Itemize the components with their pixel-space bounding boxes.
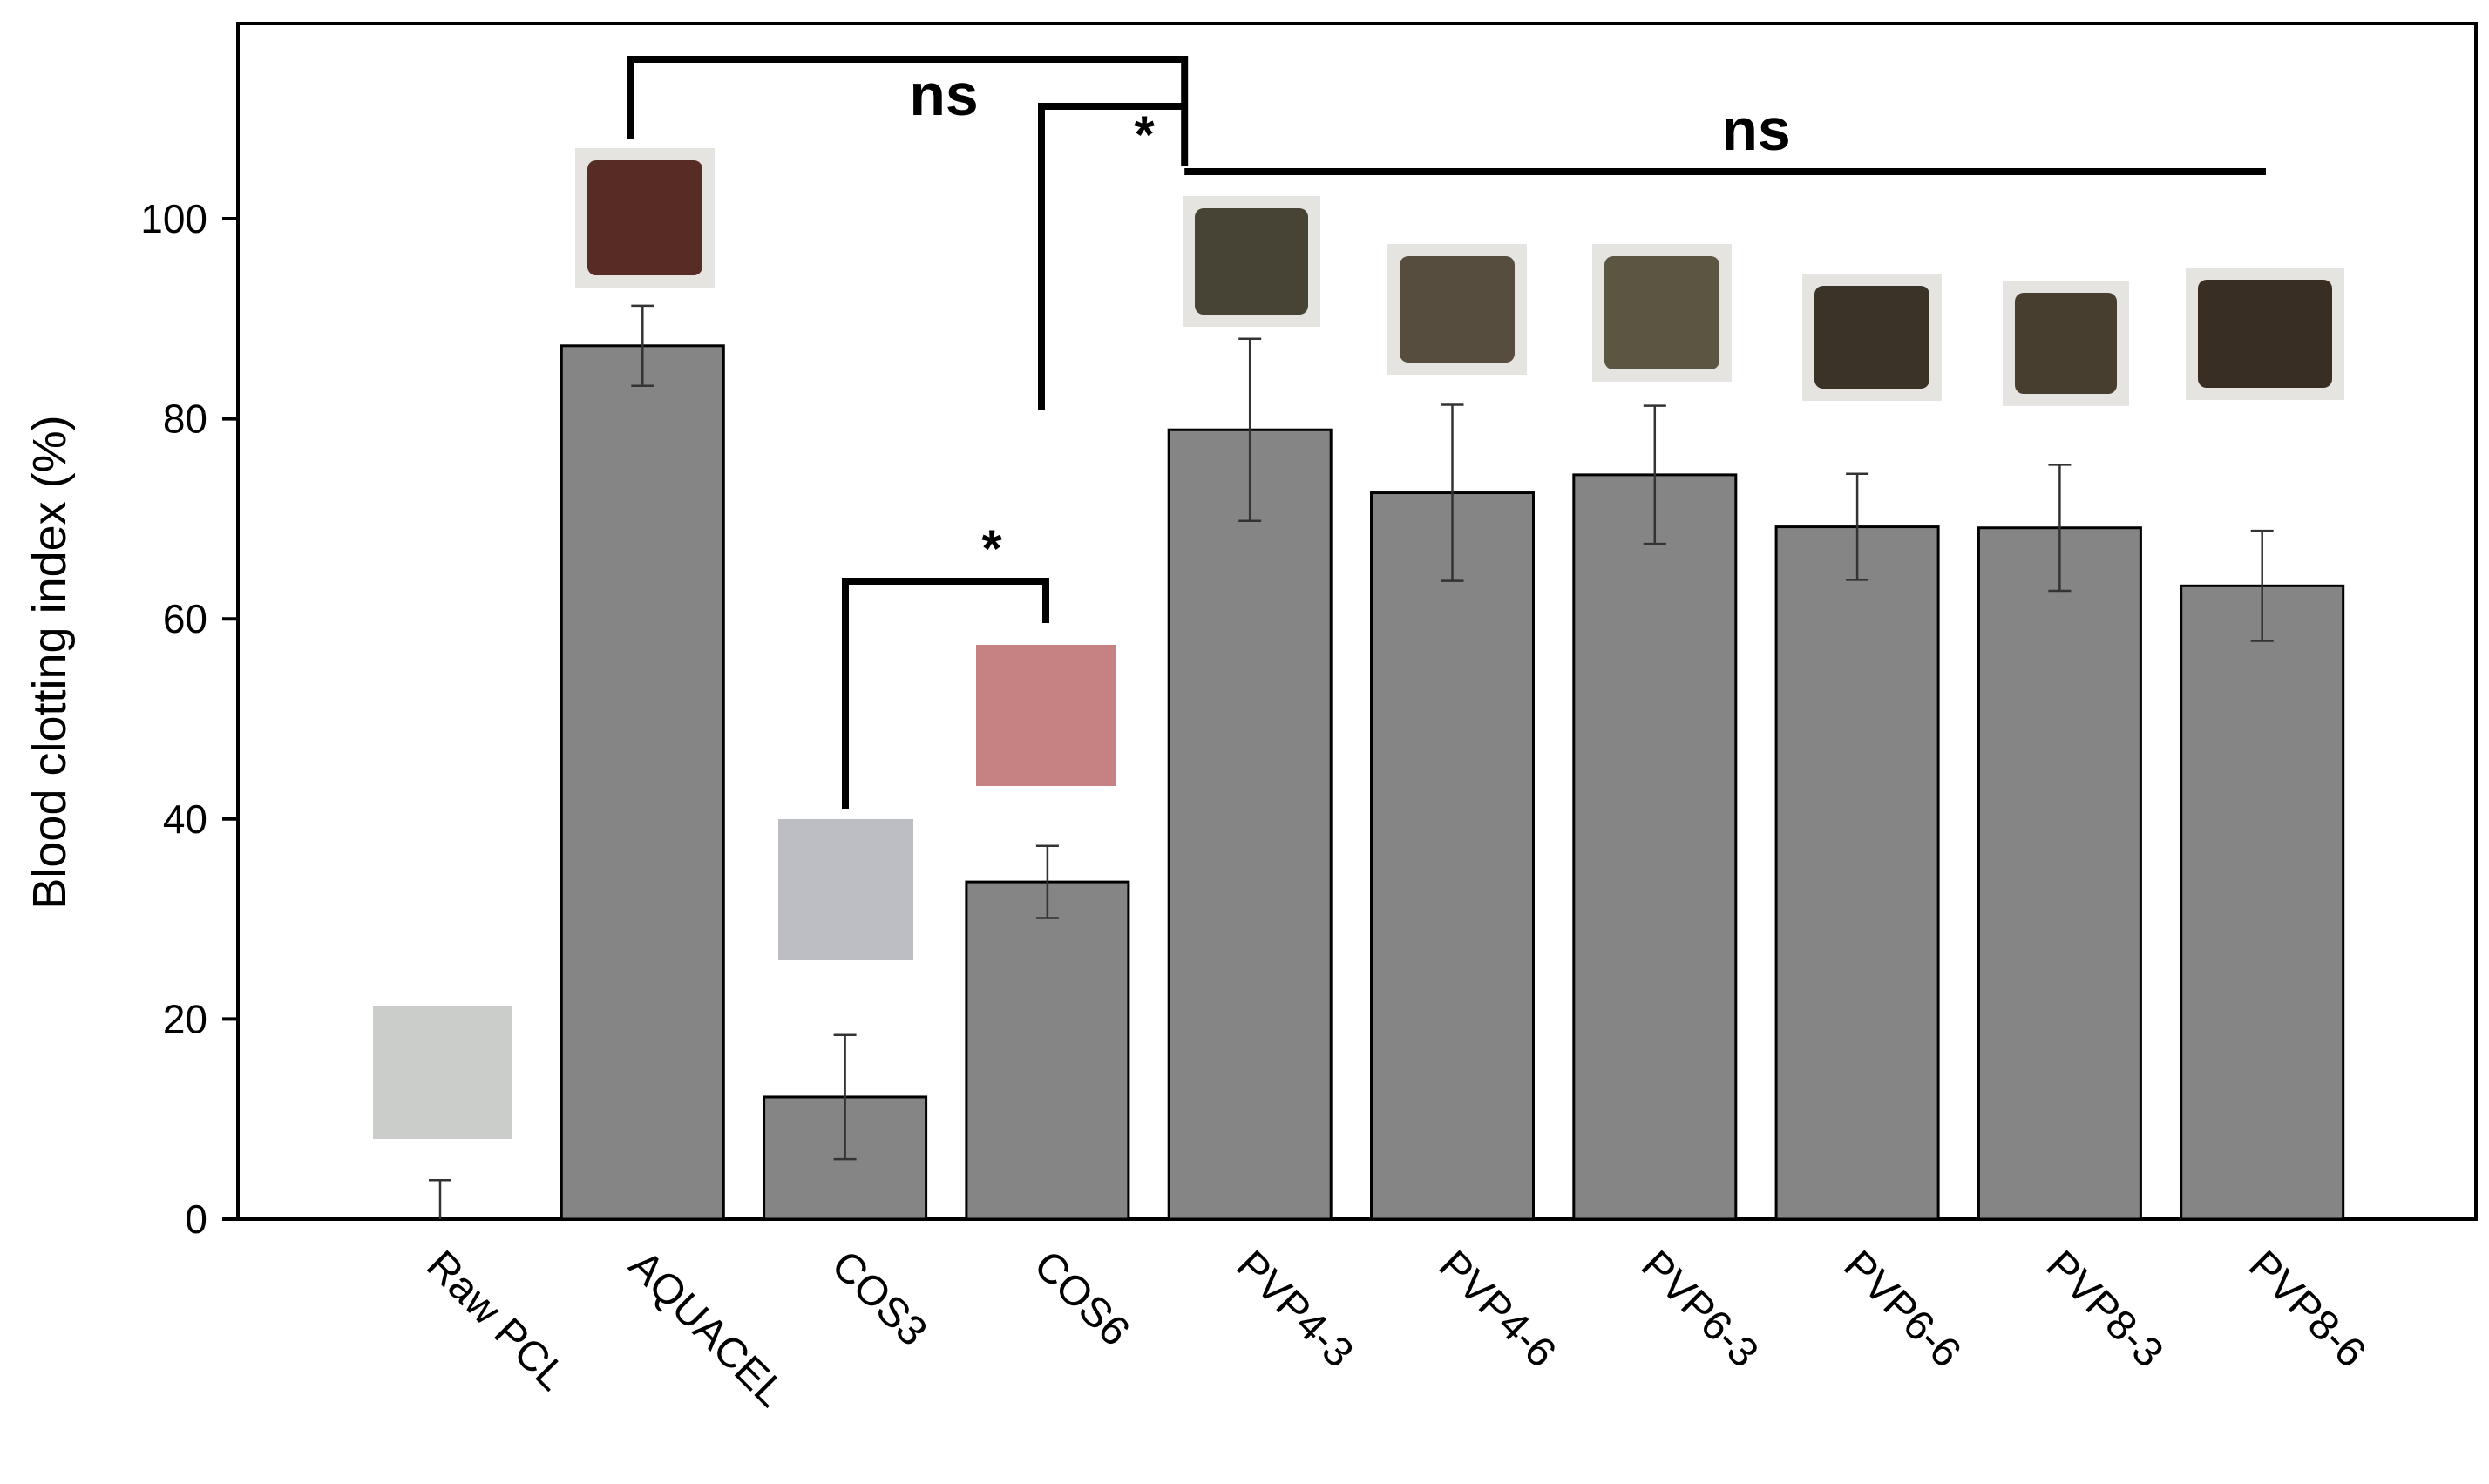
bar-pvp6-6 [1774,525,1940,1221]
sample-photo-pvp4-6 [1387,244,1527,375]
y-tick-label: 40 [163,796,207,842]
bars [560,344,2345,1221]
error-bar [2250,529,2274,642]
x-tick-label: PVP8-6 [2240,1242,2374,1376]
error-bar [1643,404,1666,545]
x-tick-label: COS6 [1025,1242,1138,1355]
sample-photo-pvp6-6 [1802,274,1942,401]
significance-brackets: ns * ns * [627,56,2266,809]
x-axis-labels: Raw PCL AQUACEL COS3 COS6 PVP4-3 PVP4-6 PVP6-3… [417,1242,2374,1416]
sig-label-ns: ns [1721,97,1790,163]
photo-stain [1400,256,1515,363]
photo-stain [2015,293,2117,394]
x-tick-label: Raw PCL [417,1242,575,1399]
sample-photo-pvp6-3 [1592,244,1732,382]
photo-stain [373,1006,512,1139]
sample-photo-cos6 [976,645,1116,786]
y-tick-label: 60 [163,596,207,641]
bar-pvp4-3 [1167,428,1333,1221]
photo-stain [976,645,1116,786]
x-tick-label: PVP4-6 [1430,1242,1564,1376]
bar-pvp4-6 [1370,491,1535,1221]
error-bar [1441,403,1464,582]
photo-stain [2198,280,2332,388]
bracket-cos3-cos6 [842,578,1049,809]
y-axis: 0 20 40 60 80 100 [140,196,238,1242]
x-tick-label: AQUACEL [621,1242,795,1416]
sample-photos [373,148,2344,1139]
bar-pvp6-3 [1572,473,1738,1221]
error-bar [833,1033,857,1161]
sample-photo-pvp8-6 [2186,268,2344,400]
sample-photo-cos3 [778,819,913,960]
plot-frame [236,22,2478,1221]
photo-stain [1814,286,1929,389]
error-bar [1238,337,1262,522]
error-bar [1035,844,1059,919]
x-tick-label: PVP4-3 [1227,1242,1361,1376]
y-tick-label: 80 [163,396,207,442]
y-tick-label: 20 [163,996,207,1041]
y-tick-label: 100 [140,196,207,241]
bar-cos6 [965,880,1130,1221]
error-bar [631,304,654,387]
error-bars [429,304,2274,1219]
sig-label-star: * [1134,105,1155,164]
x-tick-label: PVP8-3 [2038,1242,2172,1376]
photo-stain [587,160,702,275]
bracket-cos6-pvp4-3 [1038,103,1185,410]
sig-label-star: * [981,519,1002,578]
y-tick-label: 0 [185,1196,207,1242]
y-axis-title: Blood clotting index (%) [24,415,76,909]
bar-pvp8-6 [2180,584,2345,1221]
error-bar [2048,464,2072,593]
x-tick-label: COS3 [823,1242,936,1355]
sample-photo-pvp4-3 [1183,196,1320,327]
sample-photo-pvp8-3 [2003,281,2129,406]
bar-aquacel [560,344,725,1221]
bar-pvp8-3 [1977,526,2142,1221]
sig-label-ns: ns [909,62,978,128]
sample-photo-raw-pcl [373,1006,512,1139]
x-tick-label: PVP6-6 [1835,1242,1969,1376]
error-bar [429,1178,451,1219]
bracket-aquacel-pvp4-3 [627,56,1189,166]
x-tick-label: PVP6-3 [1632,1242,1767,1376]
photo-stain [778,819,913,960]
photo-stain [1604,256,1719,369]
error-bar [1846,472,1869,581]
sample-photo-aquacel [575,148,715,288]
photo-stain [1195,208,1308,315]
